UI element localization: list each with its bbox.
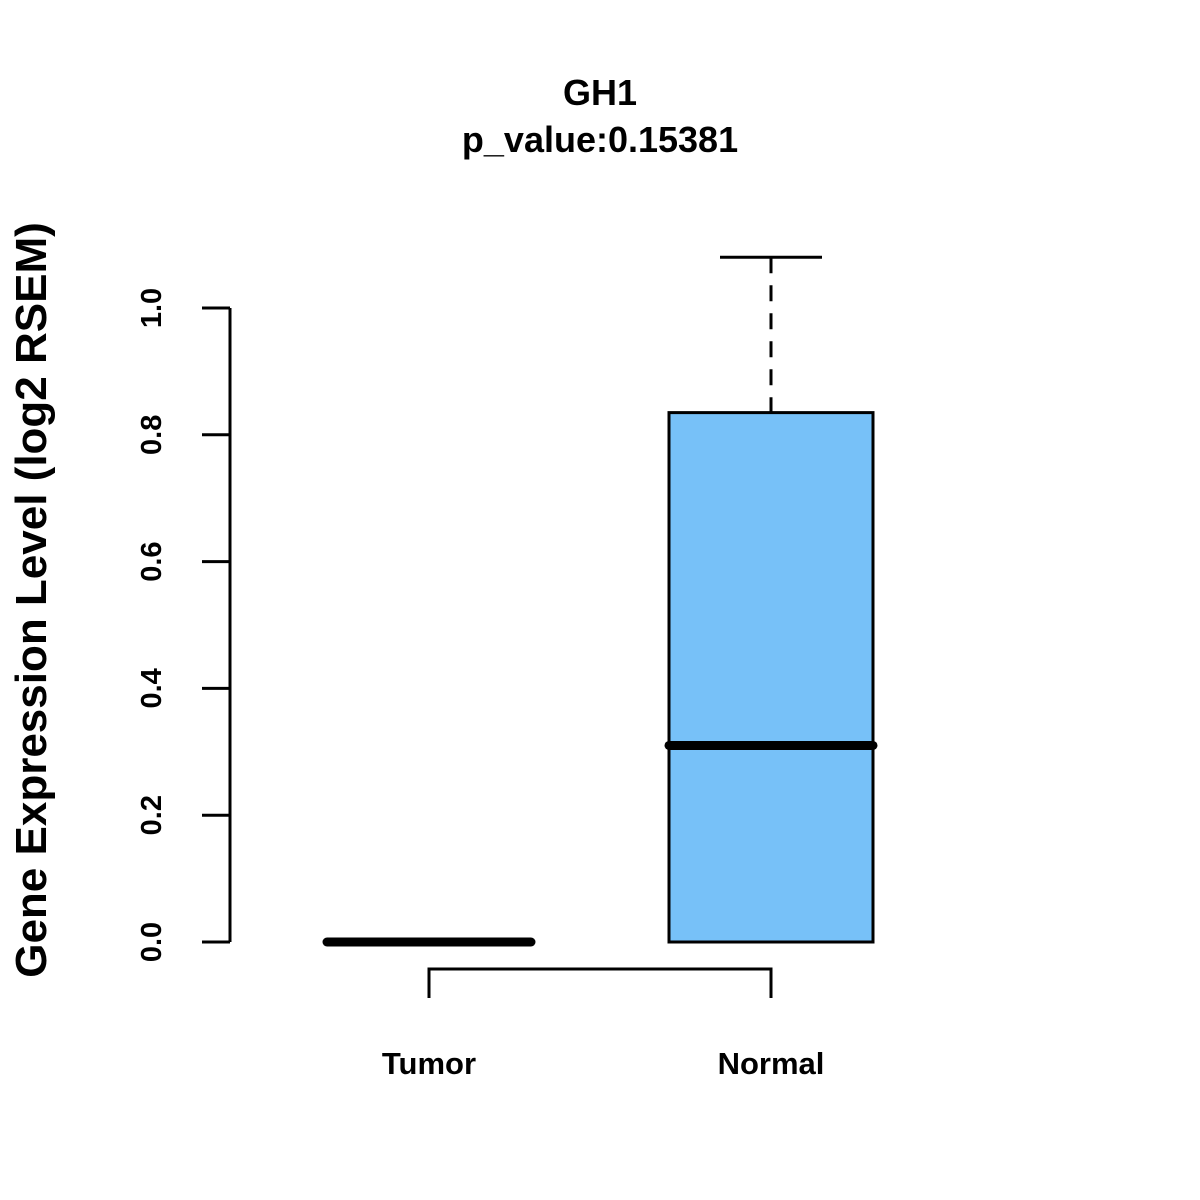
y-tick-label: 0.8 <box>136 415 168 455</box>
x-tick-label-normal: Normal <box>718 1046 825 1081</box>
box-normal <box>664 255 878 944</box>
chart-title: GH1 <box>563 72 637 113</box>
box-rect-normal <box>667 411 875 944</box>
chart-subtitle: p_value:0.15381 <box>462 119 738 160</box>
x-tick-label-tumor: Tumor <box>382 1046 476 1081</box>
x-axis: Tumor Normal <box>382 967 825 1081</box>
y-tick-label: 0.0 <box>136 922 168 962</box>
y-axis-label: Gene Expression Level (log2 RSEM) <box>7 222 56 978</box>
y-tick-label: 0.4 <box>136 668 168 708</box>
boxes <box>322 255 878 947</box>
y-tick-label: 1.0 <box>136 288 168 328</box>
y-tick-label: 0.2 <box>136 795 168 835</box>
y-tick-label: 0.6 <box>136 541 168 581</box>
y-ticks: 0.0 0.2 0.4 0.6 0.8 1.0 <box>136 288 230 962</box>
